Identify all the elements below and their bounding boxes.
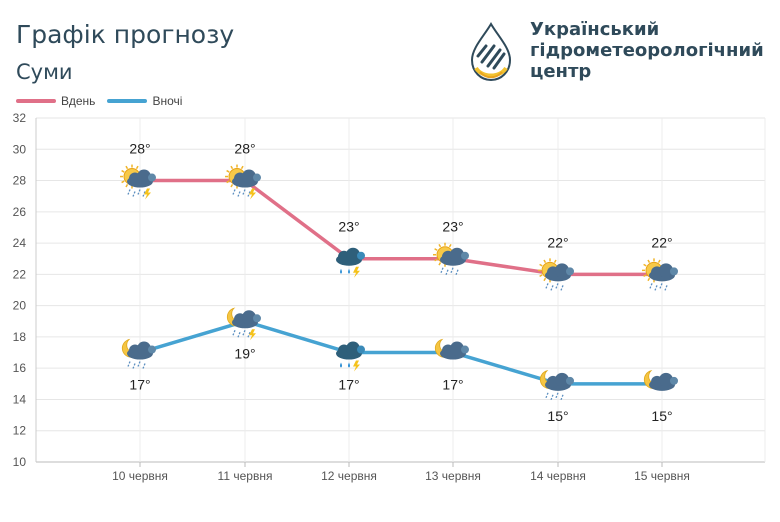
- hydromet-logo-icon: [470, 22, 512, 82]
- day-weather-icon: [642, 258, 678, 291]
- night-temperature-label: 19°: [234, 345, 255, 361]
- x-tick-label: 14 червня: [530, 469, 586, 483]
- night-temperature-line: [139, 319, 662, 386]
- legend-label-day: Вдень: [61, 94, 96, 108]
- y-tick-label: 18: [13, 330, 27, 344]
- day-temperature-label: 28°: [234, 141, 255, 157]
- day-weather-icon: [336, 247, 365, 278]
- y-tick-label: 16: [13, 361, 27, 375]
- night-temperature-label: 17°: [338, 377, 359, 393]
- night-temperature-label: 15°: [547, 408, 568, 424]
- night-weather-icon: [226, 307, 261, 341]
- y-tick-label: 26: [13, 205, 27, 219]
- night-weather-icon: [336, 341, 365, 372]
- x-tick-label: 15 червня: [634, 469, 690, 483]
- y-tick-label: 12: [13, 424, 27, 438]
- city-name: Суми: [16, 60, 73, 84]
- day-temperature-label: 23°: [442, 219, 463, 235]
- day-weather-icon: [120, 164, 156, 200]
- night-temperature-label: 17°: [129, 377, 150, 393]
- x-tick-label: 10 червня: [112, 469, 168, 483]
- y-tick-label: 32: [13, 111, 27, 125]
- night-weather-icon: [643, 370, 678, 391]
- legend-swatch-night: [107, 99, 148, 103]
- day-temperature-label: 22°: [547, 234, 568, 250]
- y-tick-label: 14: [13, 392, 27, 406]
- chart-legend: Вдень Вночі: [16, 94, 194, 108]
- org-line-1: Український: [530, 19, 660, 40]
- page-title: Графік прогнозу: [16, 20, 235, 49]
- y-tick-label: 30: [13, 142, 27, 156]
- y-tick-label: 24: [13, 236, 27, 250]
- organization-name: Український гідрометеорологічний центр: [530, 19, 764, 82]
- x-tick-label: 13 червня: [425, 469, 481, 483]
- day-weather-icon: [225, 164, 261, 200]
- day-temperature-label: 22°: [651, 234, 672, 250]
- day-weather-icon: [538, 258, 574, 291]
- org-line-3: центр: [530, 61, 592, 82]
- night-weather-icon: [539, 370, 574, 401]
- y-tick-label: 20: [13, 299, 27, 313]
- legend-swatch-day: [16, 99, 56, 103]
- day-weather-icon: [433, 242, 469, 275]
- legend-item-day[interactable]: Вдень: [16, 94, 95, 108]
- x-tick-label: 12 червня: [321, 469, 377, 483]
- y-tick-label: 10: [13, 455, 27, 469]
- night-weather-icon: [434, 338, 469, 360]
- legend-label-night: Вночі: [152, 94, 183, 108]
- y-tick-label: 22: [13, 267, 27, 281]
- night-temperature-label: 15°: [651, 408, 672, 424]
- day-temperature-label: 28°: [129, 141, 150, 157]
- day-temperature-line: [140, 178, 662, 277]
- night-temperature-label: 17°: [442, 377, 463, 393]
- legend-item-night[interactable]: Вночі: [107, 94, 182, 108]
- night-weather-icon: [121, 338, 156, 369]
- org-line-2: гідрометеорологічний: [530, 40, 764, 61]
- day-temperature-label: 23°: [338, 219, 359, 235]
- y-tick-label: 28: [13, 174, 27, 188]
- x-tick-label: 11 червня: [218, 469, 273, 483]
